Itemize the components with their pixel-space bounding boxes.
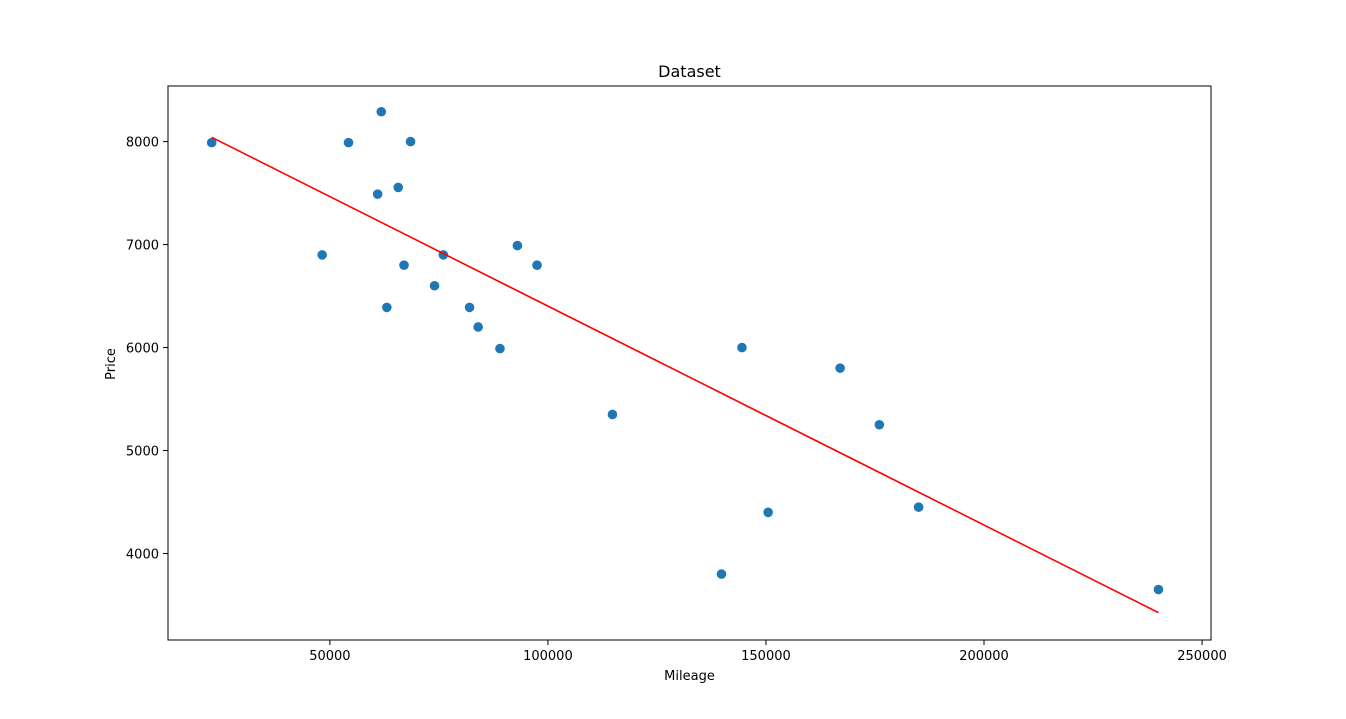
data-point xyxy=(512,240,523,251)
data-point xyxy=(405,136,416,147)
plot-area: 50000 100000 150000 200000 250000 4000 5000 600… xyxy=(126,85,1227,664)
x-tick-label: 250000 xyxy=(1177,649,1227,664)
data-point xyxy=(393,182,404,193)
data-point xyxy=(737,342,747,353)
data-point xyxy=(206,137,217,148)
x-tick-label: 200000 xyxy=(959,649,1009,664)
data-point xyxy=(473,322,483,332)
data-point xyxy=(913,502,924,512)
regression-line xyxy=(211,136,1159,614)
x-tick-label: 50000 xyxy=(309,649,350,664)
data-point xyxy=(1153,584,1164,595)
data-point xyxy=(763,507,773,518)
data-point xyxy=(343,137,354,148)
plot-frame xyxy=(167,85,1212,641)
data-point xyxy=(874,419,885,430)
x-tick-label: 100000 xyxy=(523,649,573,664)
x-tick-label: 150000 xyxy=(741,649,791,664)
data-point xyxy=(716,569,727,579)
y-tick-label: 5000 xyxy=(126,445,159,460)
y-tick-label: 6000 xyxy=(126,342,159,357)
data-point xyxy=(532,260,542,270)
data-point xyxy=(607,409,618,420)
data-point xyxy=(382,302,392,313)
data-point xyxy=(317,250,327,260)
chart-title: Dataset xyxy=(658,62,721,81)
data-point xyxy=(464,302,475,313)
data-point xyxy=(495,343,505,354)
data-point xyxy=(376,106,387,117)
data-point xyxy=(372,189,383,199)
y-tick-label: 7000 xyxy=(126,239,159,254)
y-axis-label: Price xyxy=(104,348,119,380)
data-point xyxy=(399,260,409,270)
y-tick-label: 4000 xyxy=(126,548,159,563)
x-axis-label: Mileage xyxy=(664,669,715,684)
data-point xyxy=(429,280,440,291)
y-tick-label: 8000 xyxy=(126,136,159,151)
data-point xyxy=(835,363,845,373)
